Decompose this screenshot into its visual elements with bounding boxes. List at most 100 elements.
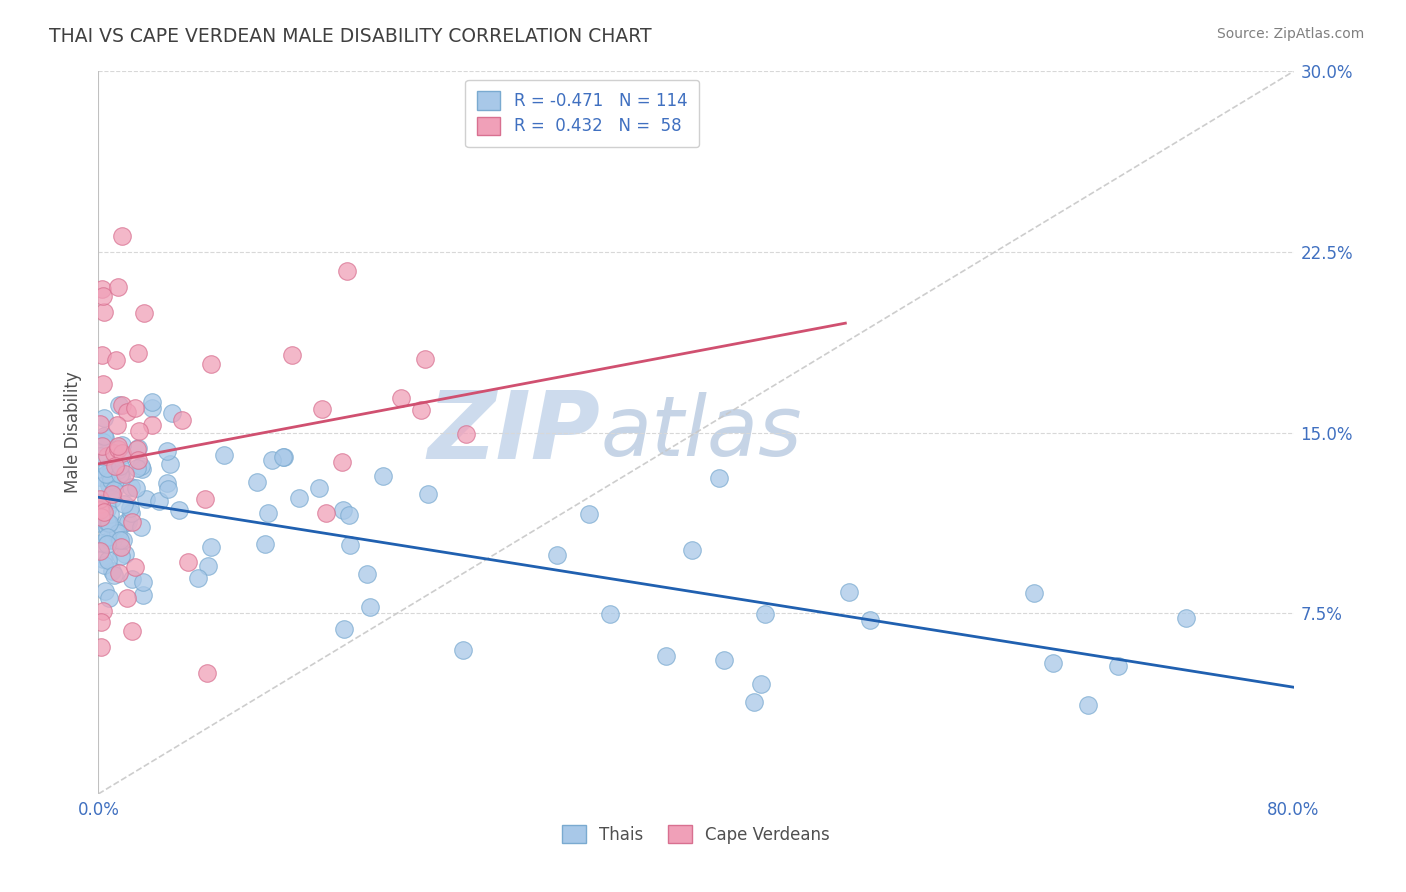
Text: atlas: atlas [600, 392, 801, 473]
Point [89, 544, 111, 558]
Point [114, 467, 136, 481]
Point [107, 398, 129, 412]
Point [91, 439, 114, 453]
Legend: Thais, Cape Verdeans: Thais, Cape Verdeans [555, 819, 837, 851]
Point [128, 425, 150, 439]
Point [98, 477, 121, 491]
Point [111, 446, 134, 460]
Point [413, 352, 436, 367]
Point [124, 401, 146, 415]
Point [98, 507, 121, 521]
Point [337, 508, 360, 523]
Point [121, 515, 143, 529]
Point [104, 458, 127, 473]
Point [125, 460, 148, 475]
Point [111, 533, 134, 548]
Point [103, 446, 125, 460]
Point [127, 345, 149, 359]
Point [117, 485, 139, 500]
Point [254, 537, 277, 551]
Point [90, 510, 112, 524]
Point [107, 526, 129, 541]
Point [89, 516, 111, 531]
Point [197, 559, 219, 574]
Point [91, 507, 114, 521]
Point [409, 403, 432, 417]
Point [110, 549, 132, 563]
Point [127, 442, 149, 456]
Point [271, 450, 294, 464]
Point [96, 537, 118, 551]
Point [120, 501, 142, 516]
Point [108, 459, 131, 474]
Point [1107, 658, 1129, 673]
Point [91, 289, 114, 303]
Point [311, 401, 333, 416]
Point [98, 516, 121, 530]
Point [194, 491, 217, 506]
Point [111, 228, 134, 243]
Point [98, 591, 121, 605]
Point [451, 643, 474, 657]
Point [98, 468, 121, 483]
Point [389, 391, 412, 405]
Point [89, 491, 111, 506]
Point [100, 473, 122, 487]
Point [103, 567, 125, 582]
Point [257, 506, 280, 520]
Point [104, 352, 127, 367]
Point [112, 448, 135, 462]
Point [112, 497, 135, 511]
Point [91, 552, 114, 566]
Point [170, 412, 193, 426]
Point [418, 486, 440, 500]
Point [287, 491, 309, 506]
Point [134, 306, 156, 320]
Point [94, 584, 117, 599]
Point [159, 457, 181, 471]
Point [169, 503, 191, 517]
Point [1175, 610, 1198, 624]
Point [707, 471, 730, 485]
Point [110, 467, 132, 482]
Point [754, 607, 776, 621]
Point [546, 549, 568, 563]
Point [177, 555, 200, 569]
Point [117, 515, 139, 529]
Point [315, 506, 337, 520]
Point [124, 481, 146, 495]
Point [93, 558, 115, 572]
Point [121, 572, 143, 586]
Point [359, 600, 381, 615]
Text: Source: ZipAtlas.com: Source: ZipAtlas.com [1216, 27, 1364, 41]
Point [114, 547, 136, 561]
Point [107, 566, 129, 580]
Point [132, 575, 155, 590]
Point [89, 504, 111, 518]
Point [120, 480, 142, 494]
Point [93, 305, 115, 319]
Point [187, 571, 209, 585]
Point [89, 417, 111, 431]
Point [713, 653, 735, 667]
Point [93, 429, 115, 443]
Point [332, 503, 354, 517]
Point [859, 613, 882, 627]
Point [101, 533, 124, 547]
Point [148, 494, 170, 508]
Point [120, 506, 142, 520]
Text: THAI VS CAPE VERDEAN MALE DISABILITY CORRELATION CHART: THAI VS CAPE VERDEAN MALE DISABILITY COR… [49, 27, 652, 45]
Point [97, 533, 120, 548]
Point [200, 540, 222, 554]
Point [96, 502, 118, 516]
Point [90, 535, 112, 549]
Point [115, 405, 138, 419]
Point [681, 543, 703, 558]
Point [111, 399, 134, 413]
Point [107, 442, 129, 456]
Point [246, 475, 269, 489]
Point [96, 515, 118, 529]
Point [93, 506, 115, 520]
Point [91, 435, 114, 450]
Point [89, 508, 111, 523]
